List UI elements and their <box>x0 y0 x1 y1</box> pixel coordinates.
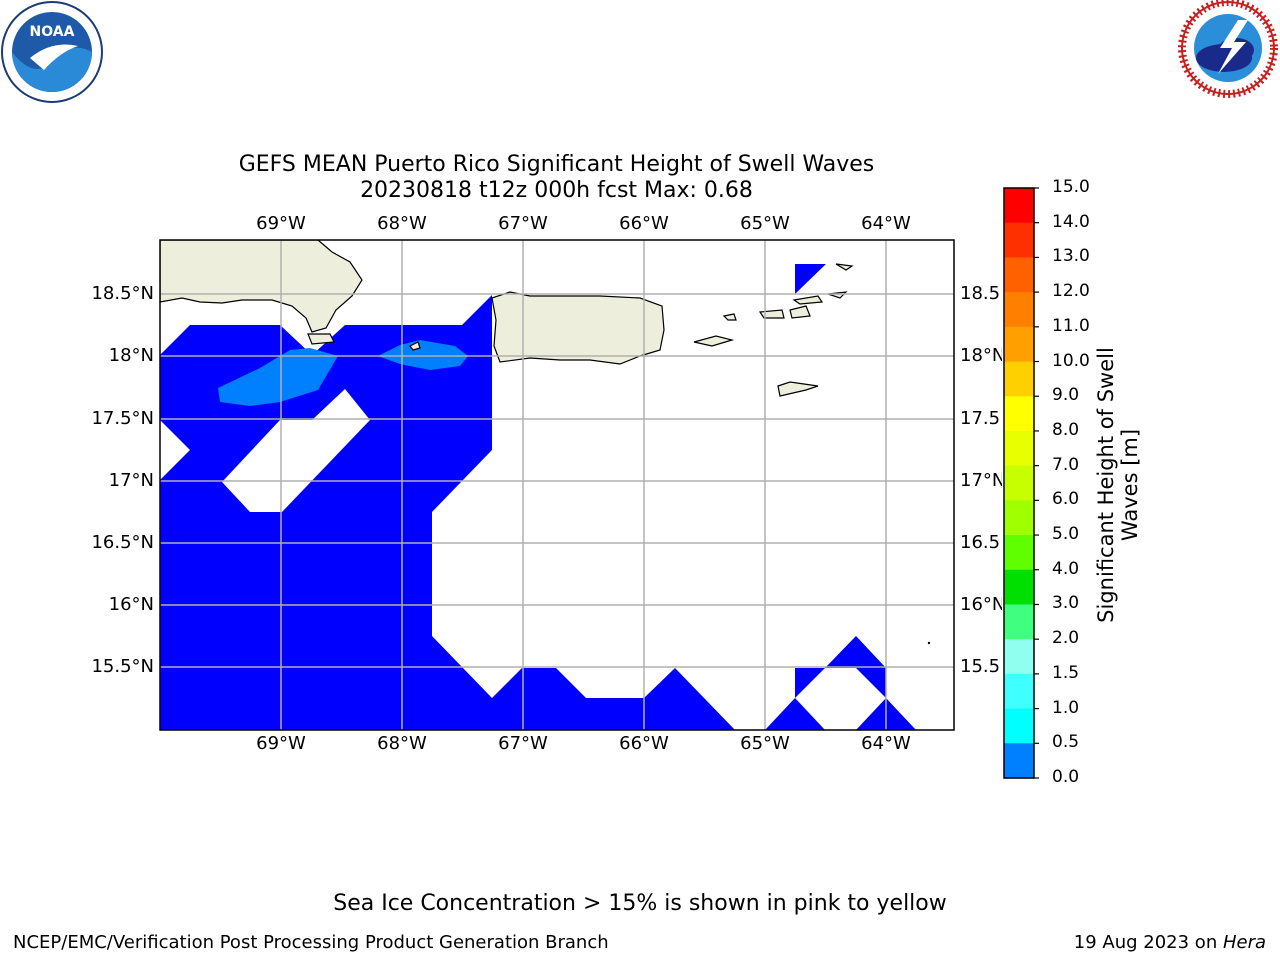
colorbar-swatch <box>1004 535 1034 571</box>
colorbar-tick-label: 0.5 <box>1052 732 1080 753</box>
colorbar-tick-label: 1.0 <box>1052 697 1080 718</box>
colorbar-swatch <box>1004 673 1034 710</box>
swell-patch-mid-2 <box>378 340 468 370</box>
colorbar-tick-label: 1.5 <box>1052 662 1080 683</box>
colorbar-swatch <box>1004 361 1034 397</box>
colorbar-labels: 15.0 14.0 13.0 12.0 11.0 10.0 9.0 8.0 7.0 6.0 5.0 4… <box>1052 0 1112 960</box>
colorbar-swatch <box>1004 326 1034 363</box>
lon-tick-bottom: 66°W <box>619 733 669 754</box>
colorbar-tick-label: 5.0 <box>1052 524 1080 545</box>
colorbar-tick-label: 0.0 <box>1052 767 1080 787</box>
colorbar-swatch <box>1004 569 1034 606</box>
colorbar-swatch <box>1004 430 1034 467</box>
nws-logo <box>1178 0 1278 98</box>
land-virgin-islands <box>758 291 848 319</box>
colorbar-swatch <box>1004 465 1034 501</box>
colorbar <box>1003 187 1039 779</box>
lon-tick-bottom: 67°W <box>498 733 548 754</box>
land-st-croix <box>777 381 819 397</box>
colorbar-title: Significant Height of Swell Waves [m] <box>1094 285 1142 685</box>
lat-tick-left: 18.5°N <box>91 283 154 304</box>
lat-tick-left: 17°N <box>108 470 154 491</box>
plot-title-line1: GEFS MEAN Puerto Rico Significant Height… <box>238 152 875 177</box>
colorbar-frame <box>1003 187 1035 779</box>
colorbar-tick-label: 10.0 <box>1052 350 1090 371</box>
map-frame <box>159 239 955 731</box>
colorbar-swatch <box>1004 500 1034 536</box>
lat-tick-left: 16.5°N <box>91 532 154 553</box>
footer-date: 19 Aug 2023 on Hera <box>1074 932 1266 953</box>
footer-date-text: 19 Aug 2023 on <box>1073 932 1223 953</box>
lat-tick-right: 17.5 <box>960 408 1001 429</box>
lat-tick-left: 18°N <box>108 345 154 366</box>
colorbar-swatch <box>1004 222 1034 259</box>
footer-branch: NCEP/EMC/Verification Post Processing Pr… <box>13 932 609 953</box>
land-mona-island <box>409 341 421 351</box>
lat-ticks-right-clip: 18.5 18°N 17.5 17°N 16.5 16°N 15.5 <box>958 0 1002 960</box>
colorbar-tick-label: 14.0 <box>1052 211 1090 232</box>
colorbar-tick-label: 11.0 <box>1052 315 1090 336</box>
sea-ice-note: Sea Ice Concentration > 15% is shown in … <box>333 891 947 916</box>
colorbar-tick-label: 13.0 <box>1052 246 1090 267</box>
lat-tick-right: 17°N <box>960 470 1002 491</box>
lon-tick-top: 69°W <box>256 213 306 234</box>
colorbar-tick-label: 4.0 <box>1052 558 1080 579</box>
lon-tick-top: 68°W <box>377 213 427 234</box>
colorbar-tick-label: 2.0 <box>1052 628 1080 649</box>
colorbar-tick-label: 6.0 <box>1052 489 1080 510</box>
lon-tick-bottom: 64°W <box>861 733 911 754</box>
colorbar-tick-label: 12.0 <box>1052 281 1090 302</box>
colorbar-tick-label: 15.0 <box>1052 177 1090 197</box>
lon-tick-top: 65°W <box>740 213 790 234</box>
lon-tick-top: 67°W <box>498 213 548 234</box>
noaa-logo-text: NOAA <box>30 24 75 40</box>
colorbar-tick-label: 8.0 <box>1052 419 1080 440</box>
land-culebra <box>722 313 737 321</box>
land-islet <box>927 641 931 645</box>
lat-tick-left: 17.5°N <box>91 408 154 429</box>
colorbar-swatch <box>1004 396 1034 432</box>
colorbar-swatch <box>1004 257 1034 293</box>
land-anguilla <box>835 263 854 271</box>
lon-tick-bottom: 68°W <box>377 733 427 754</box>
swell-field-ne <box>795 264 826 294</box>
swell-field-west <box>160 295 735 730</box>
lat-tick-left: 15.5°N <box>91 656 154 677</box>
colorbar-swatch <box>1004 604 1034 640</box>
lat-tick-right: 16.5 <box>960 532 1001 553</box>
land-isla-saona <box>307 333 335 345</box>
plot-title-line2: 20230818 t12z 000h fcst Max: 0.68 <box>360 178 753 203</box>
colorbar-tick-label: 7.0 <box>1052 454 1080 475</box>
land-hispaniola <box>160 240 363 333</box>
lat-tick-left: 16°N <box>108 594 154 615</box>
colorbar-title-line2: Waves [m] <box>1118 428 1142 542</box>
land-vieques <box>693 335 735 347</box>
lat-tick-right: 16°N <box>960 594 1002 615</box>
land-puerto-rico <box>491 291 665 365</box>
footer-host: Hera <box>1222 932 1266 953</box>
lon-tick-top: 66°W <box>619 213 669 234</box>
colorbar-swatch <box>1004 743 1034 779</box>
colorbar-swatch <box>1004 188 1034 224</box>
swell-patch-mid-1 <box>218 348 338 406</box>
colorbar-swatch <box>1004 292 1034 328</box>
colorbar-swatch <box>1004 639 1034 675</box>
lon-tick-bottom: 65°W <box>740 733 790 754</box>
lat-tick-right: 15.5 <box>960 656 1001 677</box>
noaa-logo: NOAA <box>1 1 103 103</box>
colorbar-title-line1: Significant Height of Swell <box>1094 347 1118 623</box>
lon-tick-bottom: 69°W <box>256 733 306 754</box>
colorbar-tick-label: 9.0 <box>1052 385 1080 406</box>
colorbar-tick-label: 3.0 <box>1052 593 1080 614</box>
colorbar-swatch <box>1004 708 1034 744</box>
graticule <box>160 240 954 730</box>
lat-tick-right: 18.5 <box>960 283 1001 304</box>
swell-field-southeast <box>765 698 825 730</box>
lat-tick-right: 18°N <box>960 345 1002 366</box>
lon-tick-top: 64°W <box>861 213 911 234</box>
